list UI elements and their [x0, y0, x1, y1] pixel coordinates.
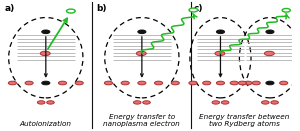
Circle shape [171, 81, 179, 85]
Circle shape [212, 101, 220, 104]
Circle shape [266, 30, 274, 34]
Circle shape [216, 81, 224, 85]
Circle shape [221, 101, 229, 104]
Circle shape [38, 101, 45, 104]
Text: b): b) [96, 4, 107, 13]
Circle shape [215, 51, 225, 56]
Circle shape [67, 9, 75, 13]
Circle shape [47, 101, 54, 104]
Circle shape [154, 81, 163, 85]
Text: Energy transfer to
nanoplasma electron: Energy transfer to nanoplasma electron [103, 114, 180, 127]
Circle shape [104, 81, 112, 85]
Circle shape [252, 81, 260, 85]
Circle shape [75, 81, 83, 85]
Circle shape [293, 81, 300, 85]
Circle shape [138, 30, 146, 34]
Circle shape [138, 81, 146, 85]
Circle shape [189, 81, 197, 85]
Text: a): a) [4, 4, 14, 13]
Text: Autoionization: Autoionization [20, 121, 72, 127]
Circle shape [266, 81, 274, 85]
Circle shape [136, 51, 146, 56]
Circle shape [216, 30, 224, 34]
Circle shape [25, 81, 33, 85]
Circle shape [189, 8, 198, 12]
Circle shape [121, 81, 129, 85]
Circle shape [143, 101, 150, 104]
Text: Energy transfer between
two Rydberg atoms: Energy transfer between two Rydberg atom… [200, 114, 290, 127]
Circle shape [238, 81, 247, 85]
Circle shape [202, 81, 211, 85]
Circle shape [262, 101, 269, 104]
Circle shape [282, 9, 290, 12]
Circle shape [58, 81, 67, 85]
Circle shape [8, 81, 16, 85]
Text: c): c) [194, 4, 203, 13]
Circle shape [264, 51, 274, 56]
Circle shape [42, 81, 50, 85]
Circle shape [244, 81, 252, 85]
Circle shape [40, 51, 50, 56]
Circle shape [230, 81, 238, 85]
Circle shape [42, 30, 50, 34]
Circle shape [271, 101, 278, 104]
Circle shape [280, 81, 288, 85]
Circle shape [134, 101, 141, 104]
